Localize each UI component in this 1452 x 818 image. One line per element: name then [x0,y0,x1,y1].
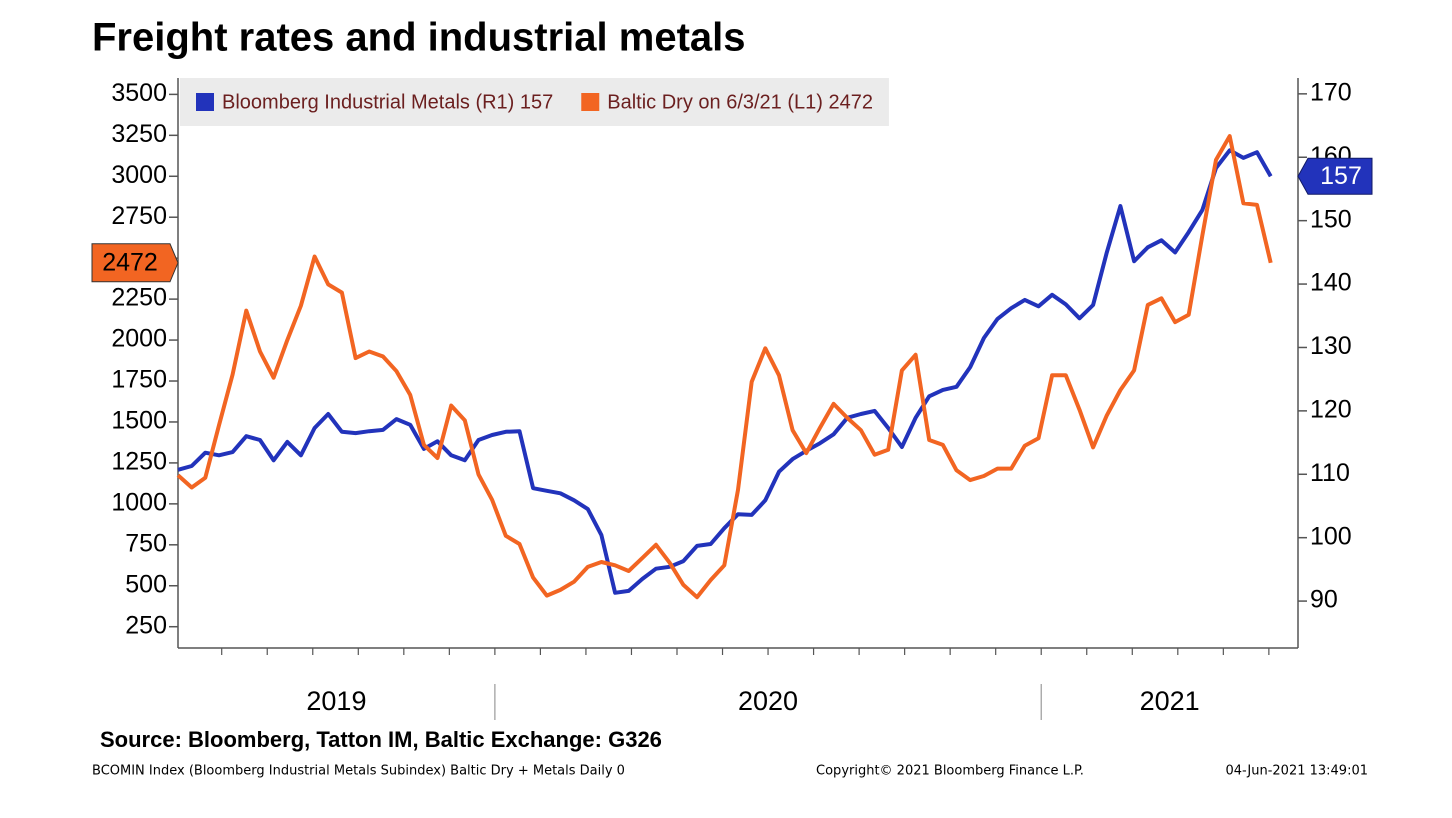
copyright: Copyright© 2021 Bloomberg Finance L.P. [816,764,1084,779]
y-tick-label: 1250 [111,448,167,476]
y2-tick-label: 150 [1310,205,1352,233]
legend-label: Baltic Dry on 6/3/21 (L1) 2472 [607,91,873,113]
timestamp: 04-Jun-2021 13:49:01 [1225,764,1368,779]
y-tick-label: 3250 [111,120,167,148]
y-tick-label: 500 [125,570,167,598]
y-tick-label: 2250 [111,284,167,312]
y-tick-label: 3500 [111,79,167,107]
last-value-flag [1297,157,1373,195]
y2-tick-label: 90 [1310,586,1338,614]
chart-title: Freight rates and industrial metals [92,16,746,60]
y-tick-label: 1000 [111,488,167,516]
series-line [176,134,1273,600]
footnote: BCOMIN Index (Bloomberg Industrial Metal… [92,764,625,779]
y-tick-label: 3000 [111,161,167,189]
legend-label: Bloomberg Industrial Metals (R1) 157 [222,91,553,113]
y2-tick-label: 100 [1310,522,1352,550]
last-value-label: 2472 [102,248,158,276]
y2-tick-label: 170 [1310,78,1352,106]
legend-box [180,78,889,126]
series-line [177,148,1273,595]
y-tick-label: 750 [125,529,167,557]
y-tick-label: 2750 [111,202,167,230]
y-tick-label: 1750 [111,366,167,394]
y2-tick-label: 130 [1310,332,1352,360]
y-tick-label: 1500 [111,407,167,435]
y2-tick-label: 120 [1310,395,1352,423]
y-tick-label: 2000 [111,325,167,353]
last-value-flag [91,243,179,283]
source: Source: Bloomberg, Tatton IM, Baltic Exc… [100,727,662,752]
y2-tick-label: 110 [1310,459,1350,487]
legend-swatch [581,93,600,111]
legend: Bloomberg Industrial Metals (R1) 157 Balt… [180,78,889,126]
year-label: 2019 [306,686,366,716]
y2-tick-label: 140 [1310,269,1352,297]
last-value-label: 157 [1320,162,1362,190]
year-label: 2021 [1140,686,1200,716]
legend-swatch [196,93,214,111]
y-tick-label: 250 [125,611,167,639]
year-label: 2020 [738,686,798,716]
